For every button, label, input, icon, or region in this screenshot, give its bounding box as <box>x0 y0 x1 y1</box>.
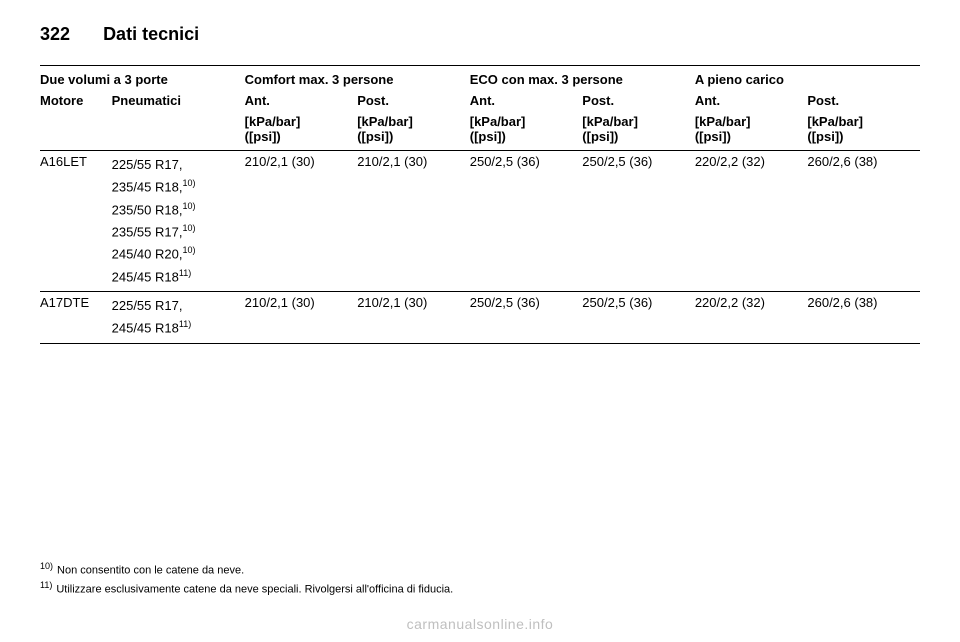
pressure-cell: 220/2,2 (32) <box>695 292 808 343</box>
unit-cell: [kPa/bar]([psi]) <box>470 111 583 151</box>
engine-cell: A17DTE <box>40 292 112 343</box>
unit-cell: [kPa/bar]([psi]) <box>807 111 920 151</box>
pressure-cell: 250/2,5 (36) <box>470 292 583 343</box>
unit-cell: [kPa/bar]([psi]) <box>357 111 470 151</box>
pressure-cell: 220/2,2 (32) <box>695 151 808 292</box>
footnote: 11)Utilizzare esclusivamente catene da n… <box>40 579 453 598</box>
tyres-cell: 225/55 R17,235/45 R18,10)235/50 R18,10)2… <box>112 151 245 292</box>
table-row: A17DTE225/55 R17,245/45 R1811)210/2,1 (3… <box>40 292 920 343</box>
page-number: 322 <box>40 24 70 45</box>
footnotes: 10)Non consentito con le catene da neve.… <box>40 560 453 598</box>
col-comfort-front: Ant. <box>245 90 358 111</box>
col-full-rear: Post. <box>807 90 920 111</box>
pressure-cell: 260/2,6 (38) <box>807 151 920 292</box>
col-eco-front: Ant. <box>470 90 583 111</box>
col-full-front: Ant. <box>695 90 808 111</box>
page-header: 322 Dati tecnici <box>40 24 920 45</box>
pressure-cell: 210/2,1 (30) <box>245 151 358 292</box>
group-eco: ECO con max. 3 persone <box>470 66 695 91</box>
tyres-cell: 225/55 R17,245/45 R1811) <box>112 292 245 343</box>
unit-cell: [kPa/bar]([psi]) <box>695 111 808 151</box>
section-title: Dati tecnici <box>103 24 199 44</box>
pressure-cell: 250/2,5 (36) <box>470 151 583 292</box>
engine-cell: A16LET <box>40 151 112 292</box>
unit-cell: [kPa/bar]([psi]) <box>245 111 358 151</box>
group-full: A pieno carico <box>695 66 920 91</box>
pressure-cell: 210/2,1 (30) <box>357 292 470 343</box>
pressure-cell: 250/2,5 (36) <box>582 292 695 343</box>
unit-cell: [kPa/bar]([psi]) <box>582 111 695 151</box>
pressure-cell: 210/2,1 (30) <box>245 292 358 343</box>
group-vehicle: Due volumi a 3 porte <box>40 66 245 91</box>
col-tyres: Pneumatici <box>112 90 245 111</box>
pressure-cell: 260/2,6 (38) <box>807 292 920 343</box>
col-comfort-rear: Post. <box>357 90 470 111</box>
tyre-pressure-table: Due volumi a 3 porte Comfort max. 3 pers… <box>40 65 920 344</box>
group-comfort: Comfort max. 3 persone <box>245 66 470 91</box>
pressure-cell: 210/2,1 (30) <box>357 151 470 292</box>
table-row: A16LET225/55 R17,235/45 R18,10)235/50 R1… <box>40 151 920 292</box>
footnote: 10)Non consentito con le catene da neve. <box>40 560 453 579</box>
col-engine: Motore <box>40 90 112 111</box>
col-eco-rear: Post. <box>582 90 695 111</box>
pressure-cell: 250/2,5 (36) <box>582 151 695 292</box>
watermark: carmanualsonline.info <box>0 616 960 632</box>
